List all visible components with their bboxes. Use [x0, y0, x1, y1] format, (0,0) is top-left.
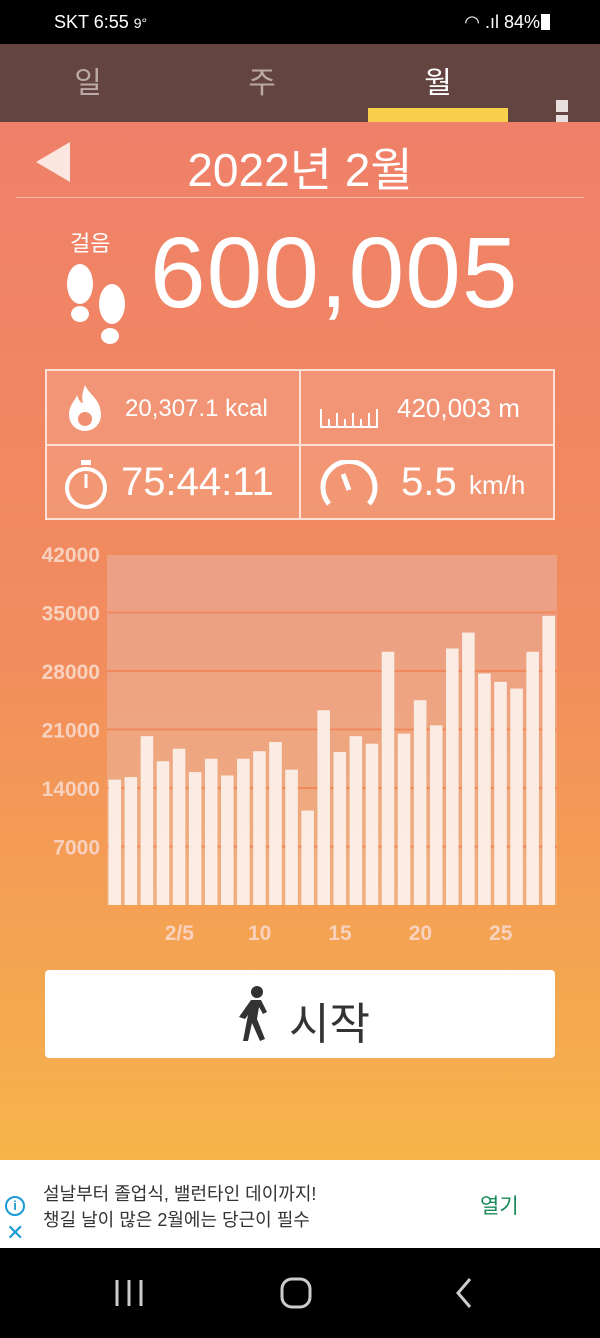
bar-day-25 [494, 681, 507, 905]
bar-day-6 [188, 772, 202, 905]
tab-week[interactable]: 주 [248, 67, 276, 100]
ad-line-1: 설날부터 졸업식, 밸런타인 데이까지! [43, 1184, 317, 1204]
flame-icon [69, 385, 101, 431]
temperature: 9° [133, 15, 148, 31]
ad-line-2: 챙길 날이 많은 2월에는 당근이 필수 [43, 1210, 310, 1230]
ruler-icon [320, 409, 378, 428]
x-tick-label: 10 [248, 922, 271, 945]
bar-day-1 [108, 779, 122, 905]
ad-open-button[interactable]: 열기 [480, 1195, 519, 1218]
y-tick-label: 35000 [42, 603, 100, 626]
bar-day-11 [269, 742, 282, 905]
bar-day-4 [156, 761, 170, 905]
recent-apps-icon[interactable] [115, 1280, 143, 1306]
walking-person-icon [239, 986, 267, 1041]
bar-day-20 [413, 700, 427, 905]
carrier: SKT [54, 12, 89, 32]
monthly-steps-chart: 7000 14000 21000 28000 35000 42000 2/5 10 15 20 25 [42, 544, 557, 945]
bar-day-13 [301, 810, 314, 905]
bar-day-3 [140, 736, 154, 905]
period-tabs: 일 주 월 [0, 44, 600, 142]
start-button[interactable]: 시작 [45, 970, 555, 1058]
bar-day-14 [317, 710, 330, 905]
speedometer-icon [320, 460, 378, 506]
info-icon[interactable]: i [5, 1196, 25, 1216]
bar-day-23 [462, 632, 475, 905]
distance-stat: 420,003 m [301, 371, 555, 445]
bar-day-26 [510, 688, 523, 905]
speed-stat: 5.5 km/h [301, 446, 555, 520]
tab-month[interactable]: 월 [424, 67, 452, 100]
battery-icon [541, 14, 550, 30]
stats-grid: 20,307.1 kcal 420,003 m 75:44:11 5.5 km/… [45, 369, 555, 520]
bar-day-19 [397, 733, 411, 905]
steps-label: 걸음 [70, 231, 111, 256]
bar-day-5 [172, 748, 186, 905]
status-bar: SKT 6:55 9° ◠ .ıl 84% [0, 0, 600, 44]
ad-banner[interactable]: i ✕ 설날부터 졸업식, 밸런타인 데이까지! 챙길 날이 많은 2월에는 당… [0, 1160, 600, 1248]
y-tick-label: 42000 [42, 544, 100, 567]
bar-day-12 [285, 769, 298, 905]
footprints-icon [67, 264, 125, 344]
x-tick-label: 25 [489, 922, 513, 945]
page-title: 2022년 2월 [187, 144, 413, 196]
y-tick-label: 28000 [42, 661, 100, 684]
bar-day-17 [365, 743, 379, 905]
bar-day-15 [333, 752, 347, 905]
x-tick-label: 20 [409, 922, 432, 945]
bar-day-8 [221, 775, 234, 905]
bar-day-27 [526, 651, 539, 905]
bar-day-16 [349, 736, 363, 905]
start-label: 시작 [289, 1000, 370, 1049]
home-icon[interactable] [280, 1277, 312, 1309]
system-nav-bar [0, 1248, 600, 1333]
y-tick-label: 7000 [53, 837, 100, 860]
calories-stat: 20,307.1 kcal [47, 371, 301, 445]
tab-day[interactable]: 일 [74, 67, 102, 100]
x-tick-label: 2/5 [165, 922, 195, 945]
battery-level: 84% [503, 12, 540, 32]
main-content: 2022년 2월 걸음 600,005 20,307.1 kcal 420,00… [0, 122, 600, 1160]
tab-indicator [368, 108, 508, 122]
bar-day-10 [253, 751, 266, 905]
wifi-icon: ◠ .ıl [464, 12, 499, 32]
bar-day-18 [381, 651, 395, 905]
steps-count: 600,005 [150, 217, 519, 329]
back-icon[interactable] [456, 1278, 472, 1308]
clock: 6:55 [93, 12, 129, 32]
stopwatch-icon [65, 460, 107, 509]
bar-day-28 [542, 615, 555, 905]
bar-day-9 [237, 758, 250, 905]
duration-stat: 75:44:11 [47, 446, 301, 520]
bar-day-22 [446, 648, 459, 905]
bar-day-7 [204, 758, 218, 905]
bar-day-2 [124, 777, 138, 905]
previous-month-button[interactable] [36, 142, 70, 182]
bar-day-24 [478, 673, 491, 905]
x-tick-label: 15 [328, 922, 352, 945]
y-tick-label: 14000 [42, 778, 100, 801]
bar-day-21 [429, 725, 443, 905]
divider [16, 197, 584, 198]
y-tick-label: 21000 [42, 720, 100, 743]
close-icon[interactable]: ✕ [6, 1220, 25, 1245]
